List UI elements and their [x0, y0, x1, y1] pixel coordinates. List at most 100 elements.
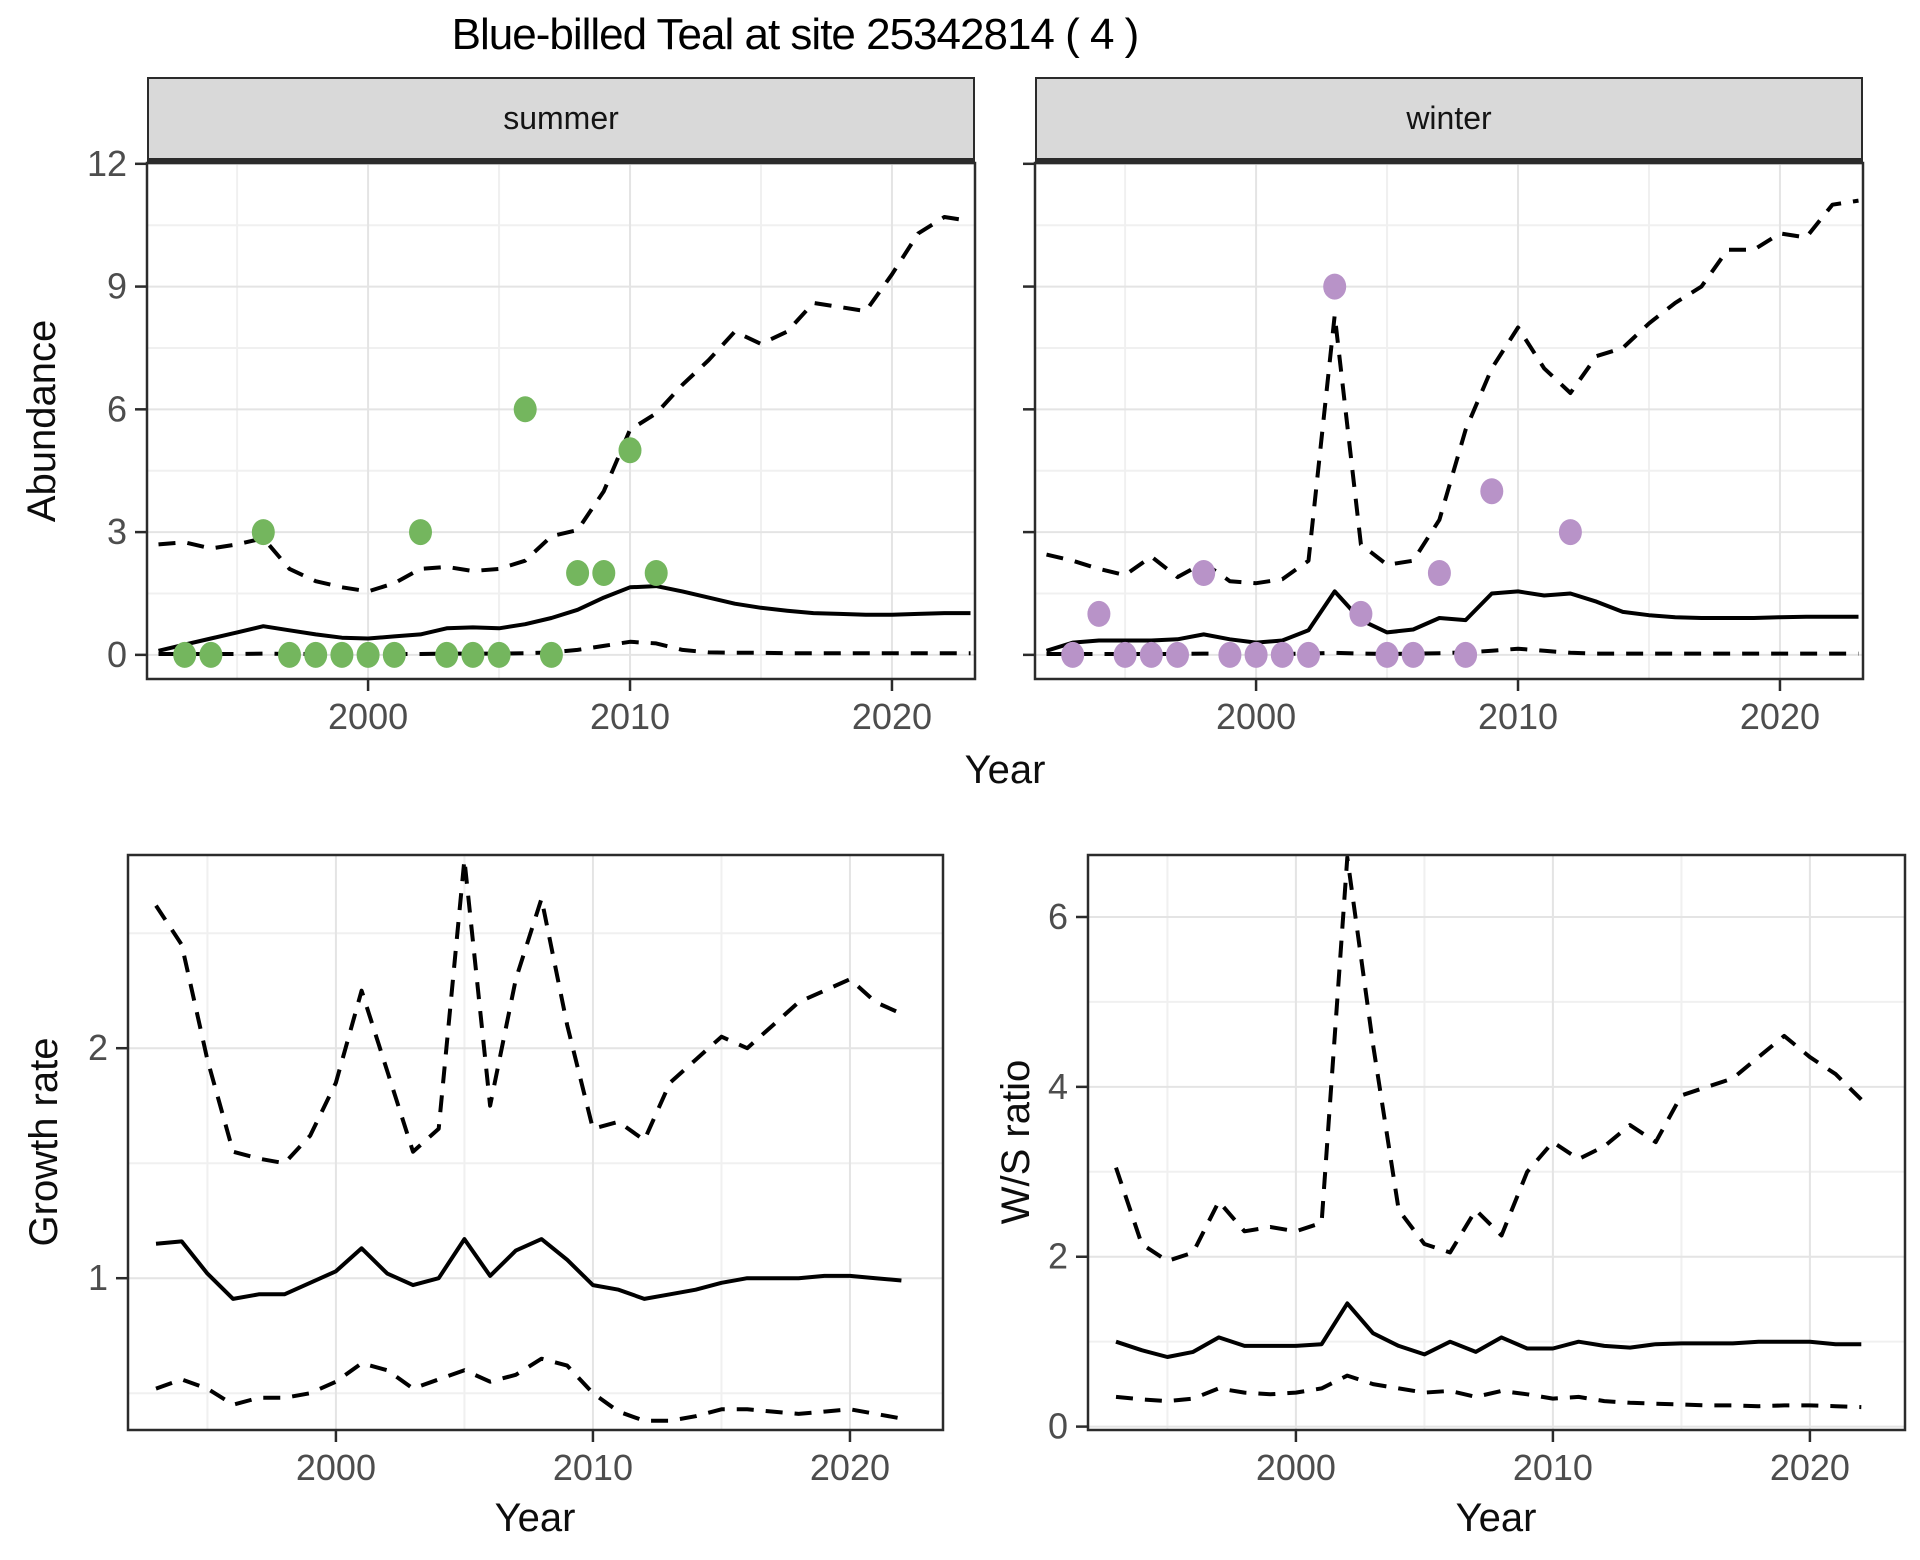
ws-ratio-panel-grid [1088, 855, 1905, 1430]
observed-summer-point [330, 641, 354, 668]
growth-rate-panel-border [126, 853, 945, 1432]
growth-rate-panel-xtick-label: 2010 [553, 1447, 633, 1488]
summer-panel-axis: 2000 2010 2020 0 3 6 9 12 [87, 143, 932, 737]
ws-ratio-panel-upper_ci-line [1114, 855, 1863, 1263]
winter-panel-lower_ci-line [1046, 646, 1859, 656]
y-axis-label-growth-rate: Growth rate [22, 1037, 66, 1247]
growth-rate-panel-xtick-label: 2020 [810, 1447, 890, 1488]
winter-panel-xtick-label: 2010 [1478, 696, 1558, 737]
summer-panel-points [173, 396, 668, 668]
observed-summer-point [356, 641, 380, 668]
summer-panel-series [158, 215, 971, 656]
observed-summer-point [173, 641, 197, 668]
observed-winter-point [1297, 641, 1320, 668]
summer-panel-border [145, 161, 977, 681]
observed-winter-point [1061, 641, 1085, 668]
ws-ratio-panel-median-line [1115, 1301, 1862, 1359]
summer-panel-ytick-label: 3 [107, 511, 127, 552]
winter-panel-xtick-label: 2000 [1216, 696, 1296, 737]
summer-panel-xtick-label: 2010 [590, 696, 670, 737]
observed-summer-point [461, 641, 485, 668]
ws-ratio-panel-xtick-label: 2020 [1770, 1447, 1850, 1488]
ws-ratio-panel-ytick-label: 6 [1048, 896, 1068, 937]
observed-summer-point [539, 641, 563, 668]
winter-panel-median-line [1045, 589, 1859, 653]
summer-panel-ytick-label: 6 [107, 388, 127, 429]
observed-summer-point [513, 396, 537, 423]
y-axis-label-abundance: Abundance [20, 319, 64, 523]
summer-panel-ytick-label: 12 [87, 143, 127, 184]
observed-winter-point [1218, 641, 1242, 668]
observed-winter-point [1323, 273, 1347, 300]
winter-panel: 2000 2010 2020 [1023, 161, 1865, 737]
winter-panel-points [1061, 273, 1582, 668]
summer-panel-lower_ci-line [158, 639, 971, 656]
ws-ratio-panel-ytick-label: 4 [1048, 1066, 1068, 1107]
growth-rate-panel-lower_ci-line [155, 1356, 902, 1423]
observed-winter-point [1139, 641, 1163, 668]
summer-panel-xtick-label: 2000 [328, 696, 408, 737]
winter-panel-grid [1035, 162, 1863, 679]
observed-winter-point [1113, 641, 1137, 668]
observed-winter-point [1375, 641, 1399, 668]
summer-panel-ytick-label: 9 [107, 266, 127, 307]
winter-panel-series [1045, 198, 1859, 656]
observed-winter-point [1349, 600, 1373, 627]
growth-rate-panel-upper_ci-line [154, 857, 903, 1166]
growth-rate-panel-ytick-label: 1 [88, 1257, 108, 1298]
summer-panel-xtick-label: 2020 [852, 696, 932, 737]
observed-winter-point [1270, 641, 1294, 668]
chart-title: Blue-billed Teal at site 25342814 ( 4 ) [451, 10, 1140, 59]
winter-panel-axis: 2000 2010 2020 [1023, 162, 1820, 737]
observed-summer-point [251, 519, 275, 546]
observed-summer-point [278, 641, 301, 668]
growth-rate-panel-median-line [155, 1237, 902, 1301]
growth-rate-panel-ytick-label: 2 [88, 1027, 108, 1068]
observed-summer-point [199, 641, 223, 668]
observed-summer-point [618, 437, 642, 464]
ws-ratio-panel-ytick-label: 0 [1048, 1406, 1068, 1447]
ws-ratio-panel-border [1086, 853, 1907, 1432]
summer-panel-grid [147, 162, 975, 679]
observed-winter-point [1427, 560, 1451, 586]
observed-summer-point [566, 560, 590, 586]
ws-ratio-panel-xtick-label: 2010 [1513, 1447, 1593, 1488]
observed-winter-point [1192, 560, 1216, 586]
facet-strip-summer-label: summer [503, 100, 619, 136]
x-axis-label-year-ws: Year [1455, 1496, 1537, 1540]
summer-panel-ytick-label: 0 [107, 634, 127, 675]
growth-rate-panel-series [154, 857, 903, 1423]
winter-panel-border [1033, 161, 1865, 681]
facet-strip-winter: winter [1035, 77, 1863, 163]
observed-winter-point [1480, 478, 1504, 505]
growth-rate-panel-grid [128, 855, 943, 1430]
winter-panel-xtick-label: 2020 [1740, 696, 1820, 737]
growth-rate-panel: 2000 2010 2020 1 2 [88, 853, 945, 1488]
observed-summer-point [304, 641, 328, 668]
ws-ratio-panel: 2000 2010 2020 0 2 4 6 [1048, 853, 1907, 1488]
observed-winter-point [1244, 641, 1268, 668]
y-axis-label-ws-ratio: W/S ratio [994, 1059, 1038, 1225]
ws-ratio-panel-series [1114, 855, 1863, 1410]
growth-rate-panel-xtick-label: 2000 [296, 1447, 376, 1488]
winter-panel-upper_ci-line [1046, 198, 1859, 586]
ws-ratio-panel-ytick-label: 2 [1048, 1236, 1068, 1277]
growth-rate-panel-axis: 2000 2010 2020 1 2 [88, 1027, 890, 1488]
ws-ratio-panel-lower_ci-line [1115, 1373, 1862, 1410]
summer-panel-upper_ci-line [158, 215, 971, 594]
observed-winter-point [1087, 600, 1111, 627]
summer-panel: 2000 2010 2020 0 3 6 9 12 [87, 143, 977, 737]
observed-winter-point [1558, 519, 1582, 546]
ws-ratio-panel-axis: 2000 2010 2020 0 2 4 6 [1048, 896, 1850, 1488]
observed-winter-point [1454, 641, 1478, 668]
x-axis-label-year-top: Year [964, 748, 1046, 792]
observed-summer-point [592, 560, 616, 586]
ws-ratio-panel-xtick-label: 2000 [1256, 1447, 1336, 1488]
summer-panel-median-line [158, 584, 971, 653]
observed-summer-point [409, 519, 432, 546]
observed-summer-point [382, 641, 406, 668]
observed-summer-point [644, 560, 668, 586]
x-axis-label-year-growth: Year [494, 1496, 576, 1540]
